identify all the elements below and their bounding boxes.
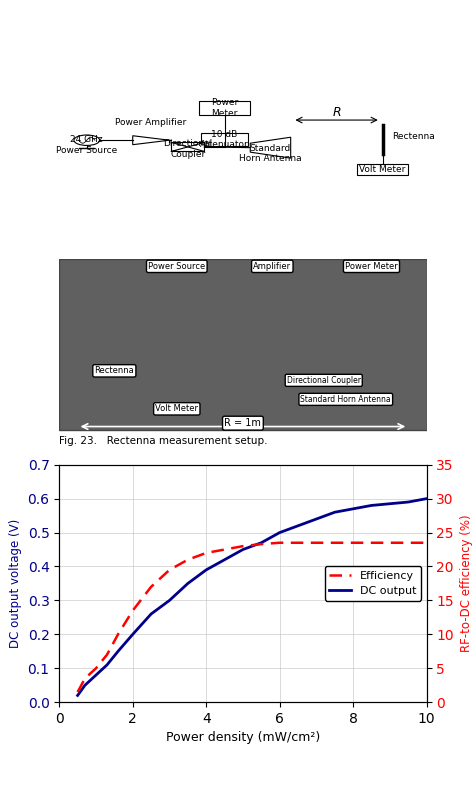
Line: DC output: DC output (78, 499, 427, 695)
DC output (332, 507, 337, 517)
FancyBboxPatch shape (59, 260, 427, 430)
Text: Volt Meter: Volt Meter (359, 165, 406, 174)
DC output (82, 680, 88, 690)
Legend: Efficiency, DC output: Efficiency, DC output (325, 567, 421, 600)
Efficiency (350, 538, 356, 548)
Text: Standard Horn Antenna: Standard Horn Antenna (301, 394, 391, 404)
Efficiency (258, 540, 264, 549)
Efficiency (424, 538, 429, 548)
Text: Power Source: Power Source (148, 262, 205, 271)
Text: Amplifier: Amplifier (253, 262, 292, 271)
Text: Volt Meter: Volt Meter (155, 404, 198, 413)
Text: Rectenna: Rectenna (94, 366, 134, 376)
Efficiency (277, 538, 283, 548)
X-axis label: Power density (mW/cm²): Power density (mW/cm²) (166, 731, 320, 745)
Text: Directional
Coupler: Directional Coupler (163, 139, 212, 159)
Efficiency (93, 664, 99, 673)
Text: Power
Meter: Power Meter (211, 99, 238, 118)
Efficiency (75, 687, 81, 697)
Text: R = 1m: R = 1m (225, 418, 261, 428)
Text: R: R (332, 107, 341, 119)
Efficiency (240, 541, 246, 551)
Efficiency (130, 606, 136, 615)
Efficiency (332, 538, 337, 548)
DC output (185, 578, 191, 588)
DC output (75, 690, 81, 700)
DC output (104, 660, 110, 670)
Efficiency (314, 538, 319, 548)
Efficiency (369, 538, 374, 548)
Text: 24 GHz
Power Source: 24 GHz Power Source (56, 136, 118, 155)
Line: Efficiency: Efficiency (78, 543, 427, 692)
Efficiency (405, 538, 411, 548)
FancyBboxPatch shape (171, 143, 204, 151)
DC output (167, 596, 173, 605)
Text: Power Amplifier: Power Amplifier (116, 118, 187, 126)
Text: Directional Coupler: Directional Coupler (287, 376, 361, 385)
Efficiency (185, 555, 191, 564)
DC output (130, 630, 136, 639)
Efficiency (167, 565, 173, 574)
Text: Rectenna: Rectenna (392, 133, 435, 141)
Efficiency (82, 674, 88, 683)
Efficiency (387, 538, 393, 548)
DC output (350, 504, 356, 514)
DC output (405, 497, 411, 507)
DC output (258, 538, 264, 548)
Text: Standard
Horn Antenna: Standard Horn Antenna (239, 144, 302, 163)
DC output (314, 514, 319, 524)
FancyBboxPatch shape (201, 133, 248, 146)
Y-axis label: DC output voltage (V): DC output voltage (V) (9, 519, 22, 648)
Text: Power Meter: Power Meter (345, 262, 398, 271)
DC output (387, 499, 393, 508)
FancyBboxPatch shape (199, 102, 250, 115)
Text: Fig. 23.   Rectenna measurement setup.: Fig. 23. Rectenna measurement setup. (59, 436, 268, 446)
Efficiency (222, 544, 228, 554)
DC output (240, 544, 246, 554)
DC output (222, 555, 228, 564)
FancyBboxPatch shape (357, 164, 408, 175)
Efficiency (148, 582, 154, 592)
DC output (115, 646, 121, 656)
Y-axis label: RF-to-DC efficiency (%): RF-to-DC efficiency (%) (459, 514, 473, 653)
DC output (277, 528, 283, 537)
Efficiency (295, 538, 301, 548)
Efficiency (203, 548, 209, 558)
DC output (369, 501, 374, 510)
Efficiency (115, 630, 121, 639)
Efficiency (104, 650, 110, 660)
DC output (93, 671, 99, 680)
DC output (295, 521, 301, 530)
Text: 10 dB
Attenuator: 10 dB Attenuator (200, 129, 249, 149)
DC output (148, 609, 154, 619)
DC output (424, 494, 429, 503)
DC output (203, 565, 209, 574)
